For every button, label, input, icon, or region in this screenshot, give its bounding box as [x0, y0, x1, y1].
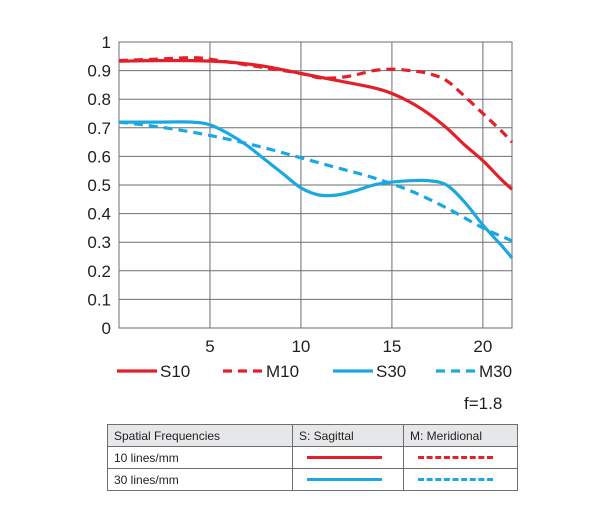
chart-grid — [119, 42, 512, 328]
key-sagittal-swatch-cell — [292, 446, 404, 469]
key-meridional-swatch-cell — [403, 468, 518, 491]
series-line-s10 — [118, 58, 514, 191]
mtf-chart: 0 0.1 0.2 0.3 0.4 0.5 0.6 0.7 0.8 0.9 1 5 10 15 20 S1… — [87, 33, 514, 381]
x-tick-label: 15 — [382, 337, 401, 356]
series-line-s30 — [119, 120, 514, 259]
aperture-label: f=1.8 — [464, 394, 503, 413]
chart-series — [118, 56, 514, 259]
legend-label-m10: M10 — [266, 362, 299, 381]
key-header-sagittal: S: Sagittal — [292, 424, 404, 447]
y-tick-label: 0.3 — [87, 233, 111, 252]
key-row-label: 10 lines/mm — [107, 446, 293, 469]
plot-frame — [118, 41, 513, 329]
key-header-meridional: M: Meridional — [403, 424, 518, 447]
y-tick-label: 0.7 — [87, 119, 111, 138]
x-tick-label: 10 — [291, 337, 310, 356]
key-table-header-row: Spatial Frequencies S: Sagittal M: Merid… — [107, 424, 518, 447]
y-tick-label: 0.4 — [87, 205, 111, 224]
x-tick-label: 20 — [473, 337, 492, 356]
key-sagittal-swatch-cell — [292, 468, 404, 491]
key-row-label: 30 lines/mm — [107, 468, 293, 491]
y-tick-label: 0.8 — [87, 90, 111, 109]
sagittal-10-swatch — [307, 456, 382, 459]
meridional-30-swatch — [418, 478, 493, 481]
frequency-key-table: Spatial Frequencies S: Sagittal M: Merid… — [107, 424, 518, 491]
key-table-row: 10 lines/mm — [107, 446, 518, 469]
y-tick-label: 0.9 — [87, 62, 111, 81]
chart-legend: S10 M10 S30 M30 — [117, 362, 512, 381]
y-tick-label: 0.2 — [87, 262, 111, 281]
y-tick-label: 1 — [102, 33, 111, 52]
series-line-m30 — [118, 120, 513, 243]
legend-label-m30: M30 — [479, 362, 512, 381]
y-tick-label: 0.5 — [87, 176, 111, 195]
y-tick-label: 0 — [102, 319, 111, 338]
y-tick-label: 0.6 — [87, 147, 111, 166]
y-tick-label: 0.1 — [87, 290, 111, 309]
key-meridional-swatch-cell — [403, 446, 518, 469]
x-axis-ticks: 5 10 15 20 — [205, 337, 492, 356]
legend-label-s10: S10 — [160, 362, 190, 381]
sagittal-30-swatch — [307, 478, 382, 481]
legend-label-s30: S30 — [376, 362, 406, 381]
y-axis-ticks: 0 0.1 0.2 0.3 0.4 0.5 0.6 0.7 0.8 0.9 1 — [87, 33, 111, 338]
x-tick-label: 5 — [205, 337, 214, 356]
key-table-row: 30 lines/mm — [107, 468, 518, 491]
series-line-m10 — [118, 56, 514, 144]
key-header-frequencies: Spatial Frequencies — [107, 424, 293, 447]
meridional-10-swatch — [418, 456, 493, 459]
